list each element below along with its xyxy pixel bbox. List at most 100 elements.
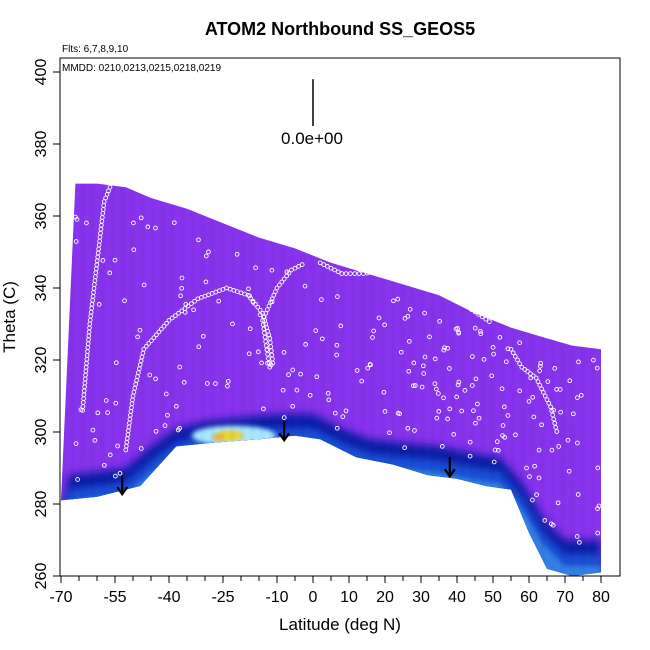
sample-point — [177, 364, 183, 370]
sample-point — [552, 420, 558, 426]
sample-point — [189, 301, 194, 306]
sample-point — [303, 342, 308, 347]
sample-point — [481, 357, 487, 362]
sample-point — [444, 286, 449, 292]
sample-point — [441, 395, 446, 401]
sample-point — [259, 360, 264, 366]
sample-point — [352, 271, 358, 276]
sample-point — [422, 354, 428, 360]
sample-point — [95, 410, 101, 416]
grid-cell-column — [430, 58, 435, 576]
x-tick-label: 70 — [556, 589, 574, 606]
sample-point — [548, 404, 553, 410]
sample-point — [455, 382, 461, 388]
sample-point — [122, 298, 127, 304]
sample-point — [513, 432, 518, 438]
sample-point — [544, 397, 550, 402]
sample-point — [302, 283, 308, 289]
sample-point — [441, 347, 447, 353]
sample-point — [203, 279, 209, 285]
sample-point — [313, 328, 319, 333]
sample-point — [537, 363, 543, 369]
sample-point — [143, 343, 149, 349]
sample-point — [253, 265, 258, 271]
sample-point — [406, 339, 412, 344]
y-tick-label: 360 — [33, 203, 50, 230]
sample-point — [525, 369, 530, 374]
sample-point — [552, 366, 558, 371]
sample-point — [257, 312, 263, 318]
grid-cell-column — [570, 58, 575, 576]
sample-point — [255, 349, 261, 355]
sample-point — [479, 314, 485, 320]
peak-core — [215, 430, 244, 441]
sample-point — [290, 403, 296, 409]
sample-point — [255, 304, 261, 310]
sample-point — [437, 318, 442, 324]
sample-point — [112, 257, 118, 263]
sample-point — [371, 328, 376, 334]
sample-point — [159, 326, 164, 332]
sample-point — [450, 291, 456, 297]
sample-point — [359, 378, 365, 384]
sample-point — [269, 299, 275, 305]
sample-point — [454, 394, 459, 400]
grid-cell-column — [180, 58, 185, 576]
grid-cell-column — [270, 58, 275, 576]
sample-point — [137, 327, 143, 333]
sample-point — [179, 275, 185, 281]
sample-point — [524, 465, 529, 471]
sample-point — [326, 397, 332, 403]
sample-point — [542, 518, 548, 523]
sample-point — [419, 384, 425, 390]
sample-point — [369, 270, 374, 275]
sample-point — [113, 473, 118, 479]
sample-point — [487, 319, 492, 324]
scale-vector-label: 0.0e+00 — [281, 129, 343, 148]
sample-point — [169, 315, 175, 321]
y-tick-label: 260 — [33, 563, 50, 590]
sample-point — [501, 404, 507, 410]
sample-point — [203, 253, 209, 259]
sample-point — [281, 350, 287, 355]
sample-point — [163, 391, 169, 397]
sample-point — [166, 318, 172, 323]
sample-point — [263, 339, 268, 344]
x-axis: -70 -55 -40 -25 -10 0 10 20 30 40 50 60 70 80 — [49, 576, 610, 606]
sample-point — [436, 409, 442, 414]
sample-point — [292, 265, 298, 271]
sample-point — [531, 414, 537, 420]
sample-point — [490, 345, 496, 350]
sample-point — [478, 331, 484, 337]
sample-point — [542, 393, 548, 399]
grid-cell-column — [210, 58, 215, 576]
sample-point — [483, 316, 489, 322]
sample-point — [113, 400, 119, 406]
sample-point — [548, 521, 554, 527]
sample-point — [472, 325, 478, 331]
sample-point — [141, 346, 147, 352]
sample-point — [462, 388, 468, 393]
sample-point — [146, 341, 152, 346]
sample-point — [164, 320, 169, 326]
sample-point — [206, 249, 211, 255]
sample-point — [107, 452, 113, 458]
sample-point — [528, 375, 534, 381]
sample-point — [437, 282, 443, 287]
sample-point — [192, 298, 197, 304]
sample-point — [387, 430, 392, 436]
sample-point — [467, 439, 473, 445]
sample-point — [414, 267, 420, 273]
sample-point — [325, 390, 331, 396]
sample-point — [75, 477, 80, 482]
sample-point — [534, 492, 539, 498]
sample-point — [445, 416, 450, 422]
sample-point — [262, 334, 268, 340]
sample-point — [182, 310, 188, 315]
sample-point — [519, 364, 525, 370]
grid-cell-column — [390, 58, 395, 576]
sample-point — [382, 322, 387, 328]
sample-point — [591, 357, 596, 363]
sample-point — [470, 354, 475, 359]
sample-point — [492, 447, 498, 453]
